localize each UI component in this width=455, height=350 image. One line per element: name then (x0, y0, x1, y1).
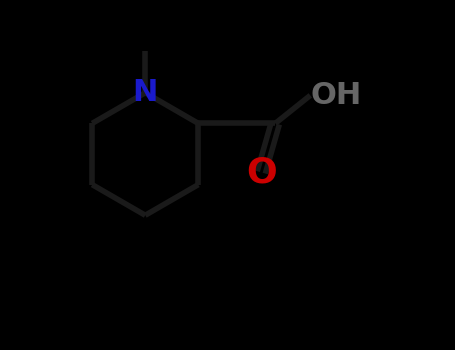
Text: O: O (246, 155, 277, 189)
Text: OH: OH (310, 81, 362, 110)
Text: N: N (132, 78, 158, 107)
